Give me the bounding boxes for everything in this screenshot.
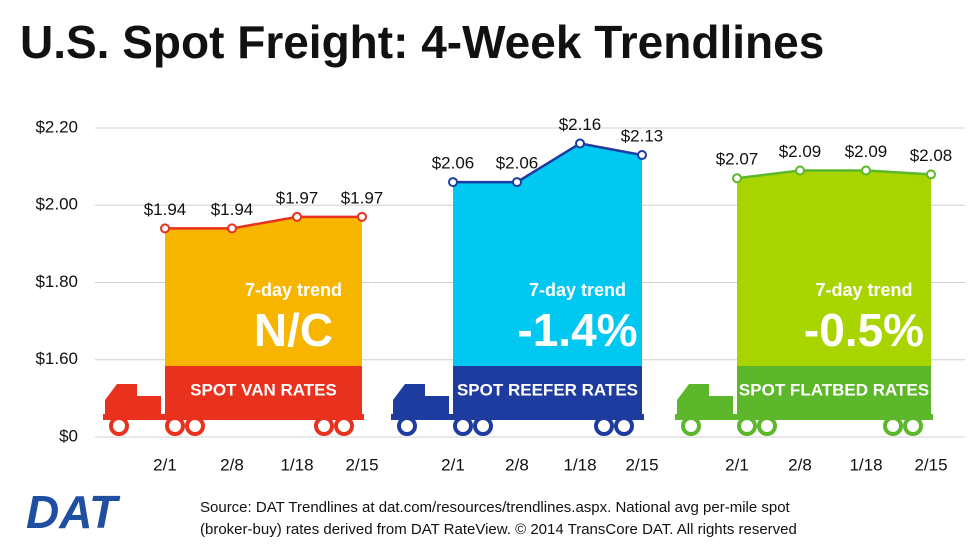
truck-cab [393, 384, 449, 414]
wheel [109, 416, 129, 436]
line [736, 169, 932, 180]
area [737, 170, 931, 400]
value-label: $2.07 [716, 150, 759, 169]
panel: $1.94 2/1 $1.94 2/8 $1.97 1/18 $1.97 2/15 7-day … [103, 188, 383, 474]
wheel [681, 416, 701, 436]
trend-value: -0.5% [804, 304, 924, 356]
truck-chassis [675, 414, 933, 420]
point [512, 177, 522, 188]
source-line: Source: DAT Trendlines at dat.com/resour… [200, 499, 791, 516]
trailer [165, 366, 362, 414]
wheel [614, 416, 634, 436]
value-label: $2.06 [432, 154, 475, 173]
point [357, 211, 367, 222]
x-tick-label: 2/15 [345, 455, 378, 474]
value-label: $2.13 [621, 127, 664, 146]
truck-chassis [391, 414, 644, 420]
wheel [883, 416, 903, 436]
point [732, 173, 742, 184]
logo: DAT [26, 486, 121, 538]
x-tick-label: 2/1 [725, 455, 749, 474]
y-tick-label: $0 [59, 426, 78, 445]
wheel [737, 416, 757, 436]
value-label: $2.16 [559, 115, 602, 134]
value-label: $1.97 [341, 188, 384, 207]
wheel [334, 416, 354, 436]
x-tick-label: 2/8 [788, 455, 812, 474]
x-tick-label: 1/18 [280, 455, 313, 474]
line [165, 215, 362, 230]
wheel [594, 416, 614, 436]
value-label: $2.08 [910, 146, 953, 165]
x-tick-label: 2/8 [505, 455, 529, 474]
wheel [473, 416, 493, 436]
truck-chassis [103, 414, 364, 420]
trend-label: 7-day trend [815, 280, 912, 300]
point [448, 177, 458, 188]
point [575, 138, 585, 149]
point [926, 169, 936, 180]
wheel [453, 416, 473, 436]
chart-title: U.S. Spot Freight: 4-Week Trendlines [20, 16, 824, 68]
wheel [165, 416, 185, 436]
legend-label: SPOT VAN RATES [190, 380, 337, 399]
wheel [314, 416, 334, 436]
x-tick-label: 2/15 [625, 455, 658, 474]
trend-label: 7-day trend [245, 280, 342, 300]
x-tick-label: 1/18 [849, 455, 882, 474]
point [637, 150, 647, 161]
wheel [185, 416, 205, 436]
value-label: $2.06 [496, 154, 539, 173]
source-line: (broker-buy) rates derived from DAT Rate… [200, 521, 797, 538]
panel: $2.06 2/1 $2.06 2/8 $2.16 1/18 $2.13 2/15 7-day … [391, 115, 664, 474]
legend-label: SPOT FLATBED RATES [739, 380, 929, 399]
area [165, 216, 362, 400]
wheel [757, 416, 777, 436]
y-tick-label: $1.80 [35, 272, 78, 291]
y-tick-label: $1.60 [35, 349, 78, 368]
legend-label: SPOT REEFER RATES [457, 380, 638, 399]
truck-cab [105, 384, 161, 414]
point [795, 165, 805, 176]
x-tick-label: 1/18 [563, 455, 596, 474]
trend-label: 7-day trend [529, 280, 626, 300]
x-tick-label: 2/1 [153, 455, 177, 474]
point [861, 165, 871, 176]
panel: $2.07 2/1 $2.09 2/8 $2.09 1/18 $2.08 2/15 7-day … [675, 142, 953, 474]
trend-value: -1.4% [517, 304, 637, 356]
y-tick-label: $2.20 [35, 117, 78, 136]
trailer [453, 366, 642, 414]
y-tick-label: $2.00 [35, 195, 78, 214]
trailer [737, 366, 931, 414]
value-label: $2.09 [845, 142, 888, 161]
wheel [903, 416, 923, 436]
trend-value: N/C [254, 304, 333, 356]
x-tick-label: 2/15 [914, 455, 947, 474]
value-label: $1.94 [144, 200, 187, 219]
value-label: $1.97 [276, 188, 319, 207]
value-label: $2.09 [779, 142, 822, 161]
line [453, 142, 643, 184]
area [453, 143, 642, 400]
x-tick-label: 2/1 [441, 455, 465, 474]
truck-cab [677, 384, 733, 414]
point [160, 223, 170, 234]
point [292, 211, 302, 222]
x-tick-label: 2/8 [220, 455, 244, 474]
value-label: $1.94 [211, 200, 254, 219]
wheel [397, 416, 417, 436]
point [227, 223, 237, 234]
